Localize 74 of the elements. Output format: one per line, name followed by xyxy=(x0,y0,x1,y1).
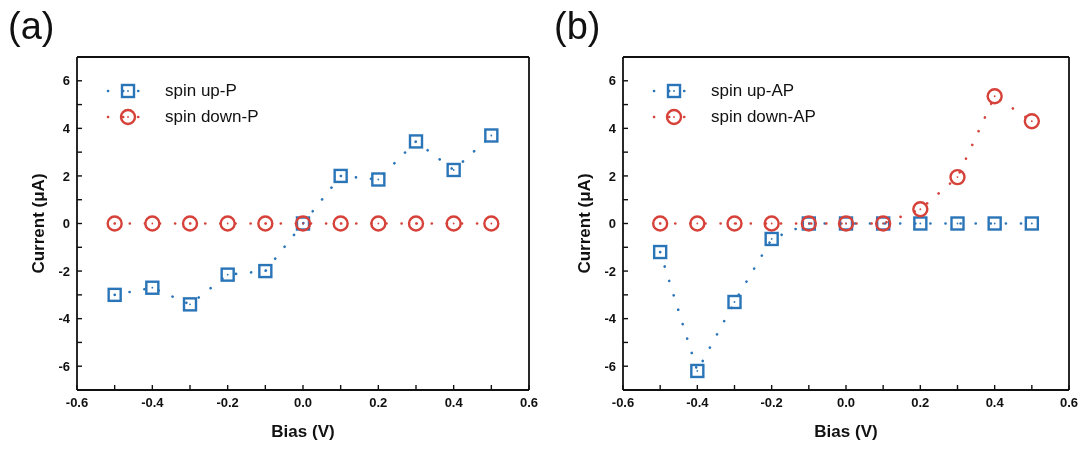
point xyxy=(446,162,461,178)
chart-title: (a) xyxy=(8,4,55,49)
x-tick-label: 0.2 xyxy=(911,395,930,411)
chart-title: (b) xyxy=(554,4,601,49)
x-tick-label: 0.4 xyxy=(444,395,464,411)
x-tick-label: -0.2 xyxy=(216,395,239,411)
point xyxy=(763,215,780,232)
legend-label: spin up-AP xyxy=(711,80,795,102)
point xyxy=(987,216,1002,231)
y-tick-label: 4 xyxy=(62,120,71,136)
y-tick-label: -2 xyxy=(604,263,616,279)
point xyxy=(220,267,235,282)
x-tick-label: 0.0 xyxy=(836,395,856,411)
x-tick-label: -0.2 xyxy=(760,395,783,411)
x-tick-label: -0.4 xyxy=(686,395,710,411)
x-tick-label: 0.4 xyxy=(985,395,1005,411)
point xyxy=(258,263,273,279)
point xyxy=(407,215,425,232)
point xyxy=(764,231,779,247)
point xyxy=(689,215,706,232)
point xyxy=(1024,216,1040,231)
point xyxy=(949,168,966,186)
x-tick-label: -0.4 xyxy=(141,395,165,411)
x-tick-label: -0.6 xyxy=(65,395,89,411)
x-axis-title: Bias (V) xyxy=(271,422,335,441)
point xyxy=(484,128,499,143)
point xyxy=(690,363,705,379)
point xyxy=(333,168,348,184)
point xyxy=(483,215,500,232)
point xyxy=(986,88,1003,105)
point xyxy=(912,201,929,218)
point xyxy=(370,215,387,232)
point xyxy=(145,280,160,295)
x-tick-label: -0.6 xyxy=(611,395,635,411)
point xyxy=(182,297,198,312)
y-tick-label: -6 xyxy=(58,358,70,374)
point xyxy=(257,215,274,232)
y-tick-label: -4 xyxy=(604,311,617,327)
y-tick-label: 6 xyxy=(62,73,70,89)
y-axis-title: Current (μA) xyxy=(574,173,594,274)
y-tick-label: 0 xyxy=(608,216,616,232)
point xyxy=(445,215,462,232)
x-tick-label: 0.6 xyxy=(1059,395,1079,411)
x-tick-label: 0.2 xyxy=(369,395,388,411)
x-tick-label: 0.0 xyxy=(293,395,313,411)
point xyxy=(332,215,349,232)
y-tick-label: 4 xyxy=(608,120,617,136)
point xyxy=(107,287,122,303)
point xyxy=(219,215,236,232)
y-tick-label: 2 xyxy=(608,168,616,184)
y-tick-label: 0 xyxy=(62,216,70,232)
legend-label: spin down-AP xyxy=(711,106,816,128)
point xyxy=(950,216,965,231)
point xyxy=(727,294,742,310)
y-tick-label: -4 xyxy=(58,311,71,327)
y-tick-label: 2 xyxy=(62,168,70,184)
point xyxy=(913,216,928,231)
x-tick-label: 0.6 xyxy=(519,395,539,411)
y-axis-title: Current (μA) xyxy=(28,173,48,274)
point xyxy=(726,215,743,232)
y-tick-label: 6 xyxy=(608,73,616,89)
y-tick-label: -6 xyxy=(604,358,616,374)
point xyxy=(371,172,386,187)
point xyxy=(144,215,161,232)
y-tick-label: -2 xyxy=(58,263,70,279)
legend-label: spin up-P xyxy=(165,80,237,102)
point xyxy=(408,134,424,149)
point xyxy=(181,215,199,232)
point xyxy=(1023,113,1041,130)
point xyxy=(652,244,668,260)
legend-label: spin down-P xyxy=(165,106,259,128)
point xyxy=(106,215,123,232)
x-axis-title: Bias (V) xyxy=(814,422,878,441)
point xyxy=(651,215,669,232)
